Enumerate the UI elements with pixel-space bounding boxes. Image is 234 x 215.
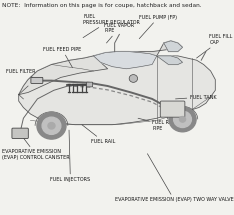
- Text: FUEL INJECTORS: FUEL INJECTORS: [50, 130, 90, 182]
- Text: FUEL FILTER: FUEL FILTER: [6, 69, 35, 77]
- Circle shape: [42, 117, 61, 134]
- FancyBboxPatch shape: [12, 128, 28, 138]
- Text: FUEL TANK: FUEL TANK: [176, 95, 216, 100]
- Polygon shape: [19, 52, 215, 125]
- Polygon shape: [94, 52, 157, 69]
- Circle shape: [179, 117, 186, 122]
- Circle shape: [129, 75, 138, 82]
- Text: FUEL
PRESSURE REGULATOR: FUEL PRESSURE REGULATOR: [83, 14, 140, 38]
- Text: FUEL RETURN
PIPE: FUEL RETURN PIPE: [138, 118, 186, 131]
- Text: FUEL RAIL: FUEL RAIL: [82, 125, 116, 144]
- Circle shape: [169, 107, 196, 132]
- Text: EVAPORATIVE EMISSION (EVAP) TWO WAY VALVE: EVAPORATIVE EMISSION (EVAP) TWO WAY VALV…: [115, 154, 233, 202]
- FancyBboxPatch shape: [87, 82, 93, 87]
- Circle shape: [37, 112, 66, 139]
- FancyBboxPatch shape: [160, 101, 185, 117]
- Circle shape: [174, 111, 191, 127]
- Text: FUEL FEED PIPE: FUEL FEED PIPE: [43, 47, 81, 68]
- Text: NOTE:  Information on this page is for coupe, hatchback and sedan.: NOTE: Information on this page is for co…: [2, 3, 202, 8]
- Polygon shape: [157, 56, 183, 64]
- Circle shape: [48, 123, 55, 129]
- Polygon shape: [19, 56, 108, 95]
- Text: FUEL PUMP (FP): FUEL PUMP (FP): [139, 15, 177, 39]
- Text: FUEL FILL
CAP: FUEL FILL CAP: [197, 34, 233, 58]
- Text: EVAPORATIVE EMISSION
(EVAP) CONTROL CANISTER: EVAPORATIVE EMISSION (EVAP) CONTROL CANI…: [2, 133, 70, 160]
- Polygon shape: [94, 41, 183, 56]
- Text: FUEL VAPOR
PIPE: FUEL VAPOR PIPE: [104, 23, 134, 43]
- FancyBboxPatch shape: [31, 77, 43, 83]
- Polygon shape: [164, 41, 183, 52]
